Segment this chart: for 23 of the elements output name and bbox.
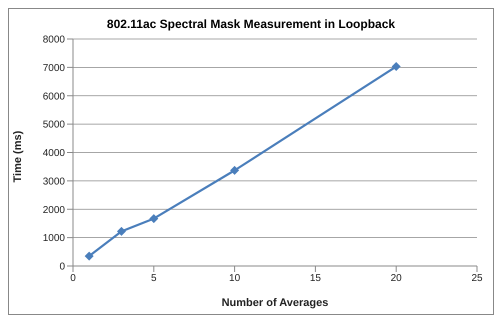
y-tick-label: 0 — [59, 262, 66, 273]
point — [230, 166, 240, 175]
x-tick-label: 15 — [310, 273, 322, 284]
y-tick-label: 2000 — [42, 204, 66, 216]
x-tick-label: 25 — [471, 273, 483, 284]
x-axis-title: Number of Averages — [222, 296, 328, 309]
point — [84, 252, 94, 261]
x-tick-label: 5 — [151, 273, 158, 284]
x-tick-label: 20 — [390, 273, 402, 284]
y-tick-label: 6000 — [42, 91, 66, 102]
y-tick-label: 1000 — [42, 233, 66, 244]
y-tick-label: 8000 — [42, 34, 66, 46]
y-tick-label: 4000 — [42, 148, 66, 160]
x-tick-label: 0 — [70, 273, 76, 284]
point — [392, 62, 401, 72]
point — [149, 214, 158, 224]
y-tick-label: 7000 — [42, 62, 66, 74]
y-axis-title: Time (ms) — [12, 130, 24, 182]
y-tick-label: 5000 — [42, 120, 66, 131]
x-tick-label: 10 — [229, 273, 241, 284]
chart-title: 802.11ac Spectral Mask Measurement in Loopback — [106, 17, 396, 31]
y-tick-label: 3000 — [42, 176, 66, 188]
point — [116, 226, 126, 236]
